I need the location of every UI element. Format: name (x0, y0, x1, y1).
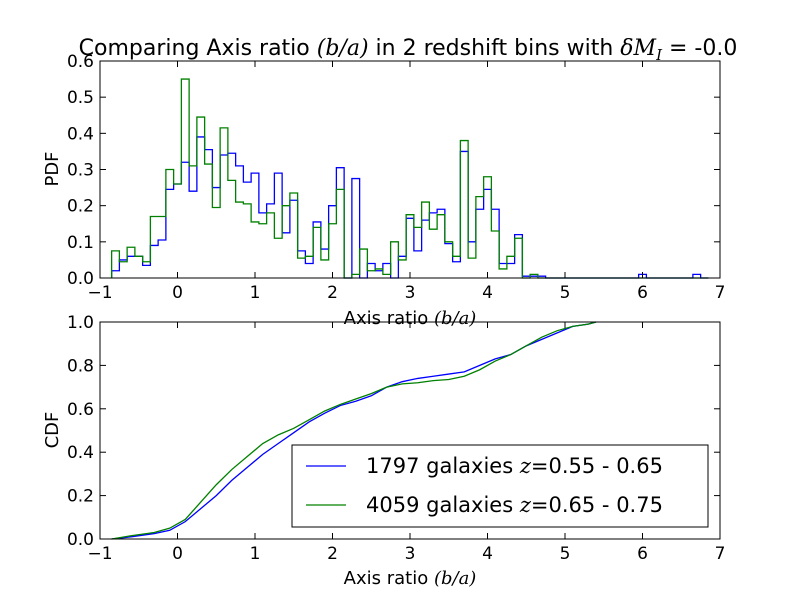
pdf-panel: −1 0 1 2 3 4 5 6 7 0.0 0.1 0.2 0.3 0.4 0.5 0.6 Axis ra… (42, 52, 725, 329)
pdf-ytick-label: 0.3 (67, 161, 94, 181)
pdf-xtick-label: 2 (327, 283, 338, 303)
pdf-xlabel: Axis ratio (b/a) (344, 308, 477, 329)
cdf-ytick-label: 0.0 (67, 530, 94, 550)
pdf-xlabel-math: (b/a) (434, 308, 476, 329)
pdf-x-ticks: −1 0 1 2 3 4 5 6 7 (87, 61, 725, 303)
cdf-xlabel-math: (b/a) (434, 568, 476, 589)
cdf-ytick-label: 0.4 (67, 443, 94, 463)
cdf-ytick-label: 1.0 (67, 313, 94, 333)
cdf-xtick-label: 4 (482, 544, 493, 564)
chart-title: Comparing Axis ratio (b/a) in 2 redshift… (79, 36, 738, 64)
legend-entry-1-suffix: =0.65 - 0.75 (531, 493, 663, 517)
pdf-xtick-label: 0 (172, 283, 183, 303)
pdf-y-ticks: 0.0 0.1 0.2 0.3 0.4 0.5 0.6 (67, 52, 720, 289)
pdf-ylabel: PDF (42, 151, 63, 186)
cdf-xlabel-text: Axis ratio (344, 568, 434, 589)
pdf-ytick-label: 0.1 (67, 233, 94, 253)
pdf-xtick-label: 6 (637, 283, 648, 303)
cdf-xtick-label: 2 (327, 544, 338, 564)
legend-entry-1-math: z (519, 493, 532, 517)
cdf-ytick-label: 0.8 (67, 356, 94, 376)
legend: 1797 galaxies z=0.55 - 0.65 4059 galaxie… (291, 444, 709, 528)
cdf-panel: −1 0 1 2 3 4 5 6 7 0.0 0.2 0.4 0.6 0.8 1.0 Axis ratio… (42, 313, 725, 589)
legend-frame (291, 444, 709, 528)
cdf-ylabel: CDF (42, 412, 63, 449)
title-suffix: = -0.0 (662, 36, 737, 61)
cdf-xtick-label: 0 (172, 544, 183, 564)
legend-entry-0-math: z (519, 454, 532, 478)
pdf-ytick-label: 0.2 (67, 197, 94, 217)
cdf-xtick-label: 7 (715, 544, 726, 564)
pdf-xtick-label: −1 (87, 283, 112, 303)
pdf-xtick-label: 1 (250, 283, 261, 303)
title-subscript: I (655, 46, 663, 64)
pdf-ytick-label: 0.0 (67, 269, 94, 289)
cdf-ytick-label: 0.6 (67, 400, 94, 420)
cdf-xtick-label: 1 (250, 544, 261, 564)
pdf-ytick-label: 0.4 (67, 124, 94, 144)
legend-entry-0-text: 1797 galaxies (366, 454, 520, 478)
legend-entry-0-suffix: =0.55 - 0.65 (531, 454, 663, 478)
cdf-xtick-label: −1 (87, 544, 112, 564)
title-text: Comparing Axis ratio (79, 36, 317, 61)
legend-entry-0: 1797 galaxies z=0.55 - 0.65 (366, 454, 663, 478)
pdf-xtick-label: 7 (715, 283, 726, 303)
pdf-ytick-label: 0.6 (67, 52, 94, 72)
title-math2: δM (620, 36, 656, 61)
cdf-xtick-label: 6 (637, 544, 648, 564)
title-middle: in 2 redshift bins with (369, 36, 621, 61)
cdf-series-1-line (111, 321, 597, 540)
pdf-xtick-label: 5 (560, 283, 571, 303)
cdf-series-group (111, 321, 597, 540)
legend-entry-1: 4059 galaxies z=0.65 - 0.75 (366, 493, 663, 517)
cdf-xlabel: Axis ratio (b/a) (344, 568, 477, 589)
pdf-ytick-label: 0.5 (67, 88, 94, 108)
pdf-xlabel-text: Axis ratio (344, 308, 434, 329)
pdf-xtick-label: 3 (405, 283, 416, 303)
title-math: (b/a) (317, 36, 369, 61)
cdf-xtick-label: 3 (405, 544, 416, 564)
pdf-xtick-label: 4 (482, 283, 493, 303)
cdf-y-ticks: 0.0 0.2 0.4 0.6 0.8 1.0 (67, 313, 720, 550)
cdf-x-ticks: −1 0 1 2 3 4 5 6 7 (87, 322, 725, 564)
cdf-xtick-label: 5 (560, 544, 571, 564)
cdf-ytick-label: 0.2 (67, 487, 94, 507)
legend-entry-1-text: 4059 galaxies (366, 493, 520, 517)
